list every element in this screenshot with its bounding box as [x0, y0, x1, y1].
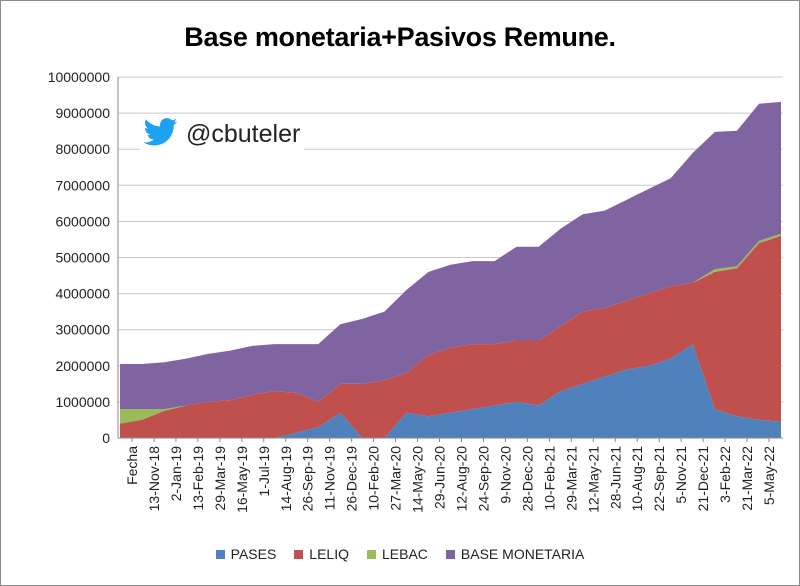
x-tick-label: 24-Sep-20: [475, 446, 491, 512]
x-tick-label: 26-Dec-19: [344, 446, 360, 512]
x-tick-label: 28-Dec-20: [519, 446, 535, 512]
legend: PASES LELIQ LEBAC BASE MONETARIA: [0, 546, 800, 562]
x-tick-label: 12-Aug-20: [454, 446, 470, 512]
x-tick-label: 14-Aug-19: [278, 446, 294, 512]
y-tick-label: 5000000: [55, 250, 110, 266]
legend-swatch-leliq: [294, 549, 304, 559]
x-tick-label: 21-Dec-21: [695, 446, 711, 512]
x-tick-label: 14-May-20: [410, 446, 426, 513]
x-tick-label: 29-Mar-19: [212, 446, 228, 511]
legend-label-base-monetaria: BASE MONETARIA: [460, 546, 585, 562]
y-tick-label: 1000000: [55, 394, 110, 410]
legend-swatch-base-monetaria: [445, 549, 455, 559]
x-tick-label: 13-Feb-19: [190, 446, 206, 511]
y-tick-label: 10000000: [48, 69, 111, 85]
legend-item-leliq: LELIQ: [294, 546, 349, 562]
twitter-bird-icon: [143, 118, 178, 151]
y-tick-label: 3000000: [55, 322, 110, 338]
x-tick-label: 10-Aug-21: [629, 446, 645, 512]
chart-title-container: Base monetaria+Pasivos Remune.: [0, 22, 800, 53]
x-tick-label: 26-Sep-19: [300, 446, 316, 512]
x-tick-label: 2-Jan-19: [168, 446, 184, 501]
legend-label-leliq: LELIQ: [309, 546, 349, 562]
legend-swatch-pases: [215, 549, 225, 559]
x-tick-label: Fecha: [124, 446, 140, 485]
y-tick-label: 2000000: [55, 358, 110, 374]
legend-item-lebac: LEBAC: [367, 546, 428, 562]
x-tick-label: 1-Jul-19: [256, 446, 272, 497]
area-base-monetaria: [120, 101, 781, 410]
legend-label-lebac: LEBAC: [382, 546, 428, 562]
legend-item-pases: PASES: [215, 546, 277, 562]
x-tick-label: 12-May-21: [585, 446, 601, 513]
y-tick-label: 7000000: [55, 177, 110, 193]
x-tick-label: 9-Nov-20: [497, 446, 513, 504]
x-tick-label: 10-Feb-20: [366, 446, 382, 511]
x-tick-label: 5-May-22: [761, 446, 777, 505]
x-tick-label: 21-Mar-22: [739, 446, 755, 511]
y-tick-labels: 0 1000000 2000000 3000000 4000000 5000000 6000…: [48, 69, 111, 446]
y-tick-label: 0: [102, 430, 110, 446]
watermark: @cbuteler: [140, 116, 305, 153]
y-tick-label: 4000000: [55, 286, 110, 302]
legend-item-base-monetaria: BASE MONETARIA: [445, 546, 585, 562]
axes: [117, 77, 783, 442]
x-tick-label: 28-Jun-21: [607, 446, 623, 509]
y-tick-label: 8000000: [55, 141, 110, 157]
x-tick-label: 5-Nov-21: [673, 446, 689, 504]
area-pases: [120, 344, 781, 438]
x-tick-label: 29-Jun-20: [432, 446, 448, 509]
x-tick-label: 27-Mar-20: [388, 446, 404, 511]
x-tick-label: 22-Sep-21: [651, 446, 667, 512]
chart-title: Base monetaria+Pasivos Remune.: [184, 22, 616, 52]
y-tick-label: 6000000: [55, 213, 110, 229]
x-tick-label: 10-Feb-21: [541, 446, 557, 511]
area-series: [120, 101, 781, 438]
y-tick-label: 9000000: [55, 105, 110, 121]
legend-label-pases: PASES: [230, 546, 277, 562]
watermark-handle: @cbuteler: [186, 120, 301, 148]
x-tick-label: 11-Nov-19: [322, 446, 338, 511]
x-tick-label: 13-Nov-18: [146, 446, 162, 512]
legend-swatch-lebac: [367, 549, 376, 559]
x-tick-label: 3-Feb-22: [717, 446, 733, 503]
x-tick-label: 29-Mar-21: [563, 446, 579, 511]
area-leliq: [120, 235, 781, 438]
x-tick-labels: Fecha 13-Nov-18 2-Jan-19 13-Feb-19 29-Mar-19…: [124, 446, 777, 513]
x-tick-label: 16-May-19: [234, 446, 250, 513]
